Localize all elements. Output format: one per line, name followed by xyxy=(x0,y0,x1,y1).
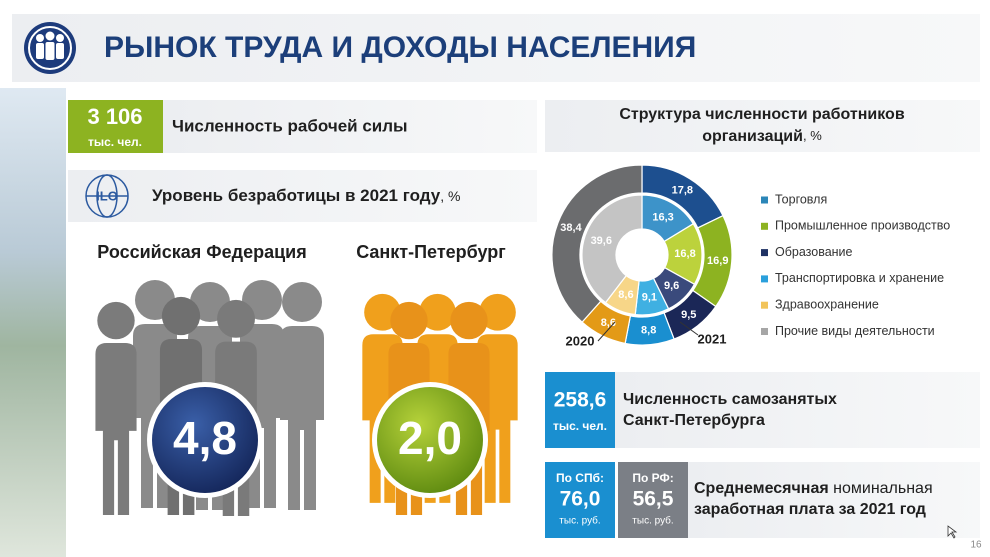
wage-rf-box xyxy=(618,462,688,538)
region-name: Российская Федерация xyxy=(97,242,306,262)
page-number: 16 xyxy=(970,540,982,551)
donut-slice xyxy=(581,194,643,304)
structure-title-text: организаций xyxy=(702,128,803,145)
legend-swatch xyxy=(761,301,768,309)
legend: Торговля Промышленное производство Образов… xyxy=(761,192,950,338)
series-name: 2021 xyxy=(698,331,727,346)
slice-label: 8,6 xyxy=(601,317,616,329)
series-name: 2020 xyxy=(566,333,595,348)
legend-swatch xyxy=(761,222,768,230)
slice-label: 16,8 xyxy=(674,248,695,260)
region-name: Санкт-Петербург xyxy=(356,242,506,262)
cursor xyxy=(947,525,958,539)
wage-spb-unit: тыс. руб. xyxy=(559,515,600,527)
slice-label: 16,9 xyxy=(707,255,728,267)
self-employed-unit: тыс. чел. xyxy=(553,419,607,433)
self-employed-band xyxy=(615,372,980,448)
unemployment-unit: , % xyxy=(440,188,460,204)
legend-swatch xyxy=(761,328,768,335)
legend-label: Торговля xyxy=(775,192,827,206)
wage-rf-unit: тыс. руб. xyxy=(632,515,673,527)
page-title: РЫНОК ТРУДА И ДОХОДЫ НАСЕЛЕНИЯ xyxy=(104,31,696,64)
region-value: 4,8 xyxy=(173,412,237,464)
legend-label: Здравоохранение xyxy=(775,297,879,311)
wage-rf-value: 56,5 xyxy=(633,488,674,511)
donut-chart: 16,3 16,8 9,6 9,1 8,6 39,6 17,8 16,9 9,5 8,8 8,6 38… xyxy=(551,164,733,346)
slice-label: 38,4 xyxy=(560,222,582,234)
legend-label: Прочие виды деятельности xyxy=(775,324,935,338)
slice-label: 16,3 xyxy=(652,211,673,223)
ilo-logo xyxy=(85,174,129,218)
slice-label: 9,1 xyxy=(642,291,657,303)
wage-label: Среднемесячная номинальная xyxy=(694,480,933,497)
unemployment-band xyxy=(68,170,537,222)
wage-label: заработная плата за 2021 год xyxy=(694,501,926,518)
unemployment-title-text: Уровень безработицы в 2021 году xyxy=(152,186,441,205)
legend-swatch xyxy=(761,275,768,283)
wage-spb-box xyxy=(545,462,615,538)
labor-force-unit: тыс. чел. xyxy=(88,135,142,149)
ball xyxy=(152,387,258,493)
self-employed-value: 258,6 xyxy=(554,389,607,412)
legend-label: Промышленное производство xyxy=(775,219,950,233)
slice-label: 9,5 xyxy=(681,309,696,321)
slice-label: 9,6 xyxy=(664,280,679,292)
logo xyxy=(24,22,76,74)
unemployment-title: Уровень безработицы в 2021 году, % xyxy=(152,186,460,205)
legend-swatch xyxy=(761,196,768,204)
city-photo xyxy=(0,88,66,557)
slice-label: 39,6 xyxy=(591,235,612,247)
wage-spb-value: 76,0 xyxy=(560,488,601,511)
labor-force-label: Численность рабочей силы xyxy=(172,116,408,135)
wage-band xyxy=(688,462,980,538)
structure-band xyxy=(545,100,980,152)
structure-unit: , % xyxy=(803,128,822,143)
legend-label: Образование xyxy=(775,245,853,259)
leader-line xyxy=(679,321,699,336)
wage-label-regular: номинальная xyxy=(833,480,932,497)
labor-force-box xyxy=(68,100,163,153)
structure-title: Структура численности работников xyxy=(619,106,905,123)
region-value: 2,0 xyxy=(398,412,462,464)
wage-spb-label: По СПб: xyxy=(556,471,604,485)
donut-slice xyxy=(551,164,643,323)
slice-label: 8,8 xyxy=(641,325,656,337)
ball xyxy=(377,387,483,493)
ilo-text: ILO xyxy=(96,188,118,203)
self-employed-label: Численность самозанятых xyxy=(623,391,837,408)
structure-title: организаций, % xyxy=(702,128,822,145)
wage-label-bold: Среднемесячная xyxy=(694,480,829,497)
labor-force-band xyxy=(163,100,537,153)
labor-force-value: 3 106 xyxy=(87,104,142,129)
wage-rf-label: По РФ: xyxy=(632,471,673,485)
header-band xyxy=(12,14,980,82)
legend-swatch xyxy=(761,249,768,257)
self-employed-box xyxy=(545,372,615,448)
leader-line xyxy=(597,321,616,342)
self-employed-label: Санкт-Петербурга xyxy=(623,412,765,429)
legend-label: Транспортировка и хранение xyxy=(775,271,944,285)
slice-label: 17,8 xyxy=(672,184,693,196)
slice-label: 8,6 xyxy=(618,289,633,301)
